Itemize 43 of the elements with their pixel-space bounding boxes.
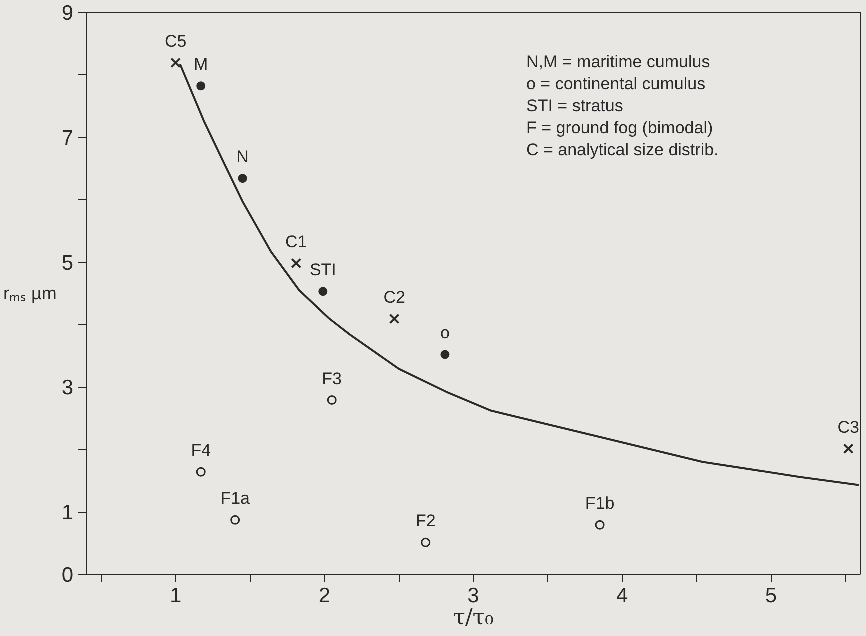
y-tick-label: 9 bbox=[62, 2, 74, 25]
y-tick-label: 0 bbox=[62, 564, 74, 587]
annotation: F1b bbox=[585, 494, 615, 514]
annotation: C3 bbox=[838, 418, 860, 437]
x-tick-label: 1 bbox=[170, 584, 182, 608]
point bbox=[238, 174, 248, 184]
annotation: F = ground fog (bimodal) bbox=[526, 118, 714, 138]
x-axis-title: τ/τ₀ bbox=[453, 606, 494, 630]
point bbox=[327, 396, 337, 406]
point bbox=[230, 515, 240, 525]
annotation: C5 bbox=[164, 32, 187, 52]
x-tick-label: 5 bbox=[765, 584, 778, 608]
x-tick-label: 4 bbox=[616, 584, 629, 608]
point bbox=[196, 82, 206, 91]
point bbox=[440, 350, 450, 360]
annotation: C = analytical size distrib. bbox=[526, 140, 719, 160]
y-tick-label: 5 bbox=[62, 252, 74, 275]
annotation: C2 bbox=[384, 288, 406, 308]
point bbox=[291, 258, 302, 269]
annotation: F4 bbox=[191, 441, 212, 460]
annotation: N,M = maritime cumulus bbox=[526, 52, 710, 72]
y-tick-label: 1 bbox=[62, 502, 74, 525]
x-tick-label: 3 bbox=[468, 584, 480, 608]
y-tick-label: 7 bbox=[62, 126, 74, 150]
point bbox=[318, 287, 328, 296]
annotation: STI = stratus bbox=[526, 96, 624, 116]
y-tick-label: 3 bbox=[62, 376, 74, 400]
annotation: F2 bbox=[416, 512, 436, 531]
point bbox=[196, 467, 206, 477]
annotation: N bbox=[236, 148, 249, 167]
point bbox=[595, 520, 605, 530]
y-axis-title: rₘₛ µm bbox=[3, 284, 57, 304]
annotation: M bbox=[194, 55, 208, 74]
annotation: o bbox=[440, 324, 450, 343]
x-tick-label: 2 bbox=[318, 584, 330, 608]
annotation: F3 bbox=[322, 369, 342, 388]
annotation: STI bbox=[310, 260, 336, 280]
point bbox=[843, 444, 854, 454]
annotation: C1 bbox=[286, 232, 308, 252]
point bbox=[389, 314, 400, 324]
annotation: o = continental cumulus bbox=[526, 74, 706, 94]
point bbox=[421, 538, 431, 548]
annotation: F1a bbox=[220, 489, 251, 508]
